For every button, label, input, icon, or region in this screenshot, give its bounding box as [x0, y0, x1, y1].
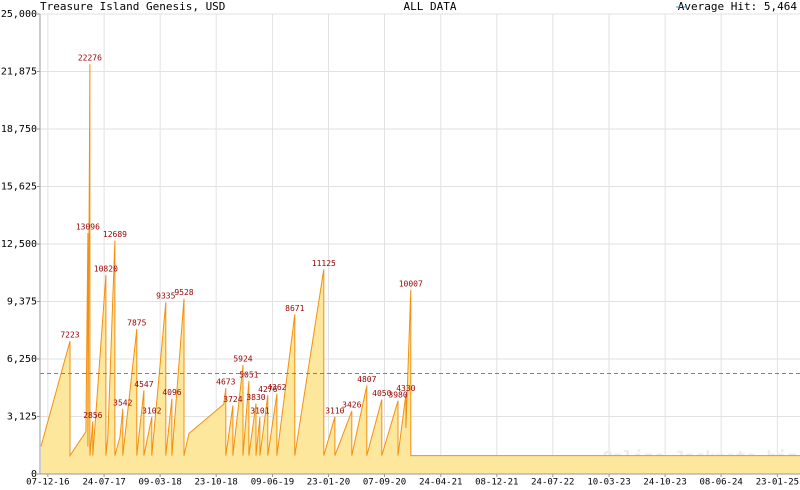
data-label: 5051 — [239, 371, 258, 380]
data-label: 3724 — [223, 395, 242, 404]
y-tick-label: 9,375 — [7, 297, 37, 308]
x-tick-label: 23-01-20 — [307, 478, 350, 488]
data-label: 5924 — [233, 354, 252, 363]
x-tick-label: 07-09-20 — [363, 478, 406, 488]
data-label: 3980 — [388, 390, 407, 399]
x-tick-label: 24-10-23 — [643, 478, 686, 488]
y-tick-label: 25,000 — [1, 9, 37, 20]
data-label: 4096 — [162, 388, 181, 397]
y-tick-label: 21,875 — [1, 67, 37, 78]
data-label: 3830 — [246, 393, 265, 402]
data-label: 11125 — [312, 259, 336, 268]
y-tick-label: 6,250 — [7, 354, 37, 365]
data-label: 4276 — [258, 385, 277, 394]
data-label: 4807 — [357, 375, 376, 384]
chart-subtitle: ALL DATA — [404, 0, 457, 13]
data-label: 3426 — [342, 400, 361, 409]
x-tick-label: 23-01-25 — [756, 478, 799, 488]
x-tick-label: 08-06-24 — [699, 478, 742, 488]
data-label: 10007 — [399, 279, 423, 288]
y-tick-label: 15,625 — [1, 182, 37, 193]
data-label: 7875 — [127, 319, 146, 328]
data-label: 13096 — [76, 223, 100, 232]
data-label: 3110 — [325, 406, 344, 415]
data-label: 4050 — [372, 389, 391, 398]
y-tick-label: 12,500 — [1, 239, 37, 250]
data-label: 4547 — [134, 380, 153, 389]
x-tick-label: 08-12-21 — [475, 478, 518, 488]
data-label: 8671 — [285, 304, 304, 313]
x-tick-label: 09-06-19 — [251, 478, 294, 488]
data-label: 3101 — [250, 406, 269, 415]
data-label: 10820 — [94, 264, 118, 273]
data-label: 9528 — [174, 288, 193, 297]
x-tick-label: 10-03-23 — [587, 478, 630, 488]
x-tick-label: 23-10-18 — [194, 478, 237, 488]
data-label: 22276 — [78, 54, 102, 63]
data-label: 4330 — [396, 384, 415, 393]
data-label: 9335 — [156, 292, 175, 301]
x-tick-label: 07-12-16 — [26, 478, 69, 488]
x-tick-label: 24-07-22 — [531, 478, 574, 488]
data-label: 3102 — [142, 406, 161, 415]
data-label: 12689 — [103, 230, 127, 239]
y-tick-label: 3,125 — [7, 412, 37, 423]
line — [40, 64, 800, 458]
chart-title: Treasure Island Genesis, USD — [40, 0, 225, 13]
data-label: 4673 — [216, 378, 235, 387]
data-label: 4362 — [267, 383, 286, 392]
x-tick-label: 24-07-17 — [82, 478, 125, 488]
x-tick-label: 24-04-21 — [419, 478, 462, 488]
y-tick-label: 18,750 — [1, 124, 37, 135]
average-label: Average Hit: 5,464 — [678, 0, 798, 13]
data-label: 2856 — [83, 411, 102, 420]
data-label: 3542 — [113, 398, 132, 407]
x-tick-label: 09-03-18 — [138, 478, 181, 488]
y-tick-label: 0 — [31, 469, 37, 480]
data-label: 7223 — [60, 331, 79, 340]
